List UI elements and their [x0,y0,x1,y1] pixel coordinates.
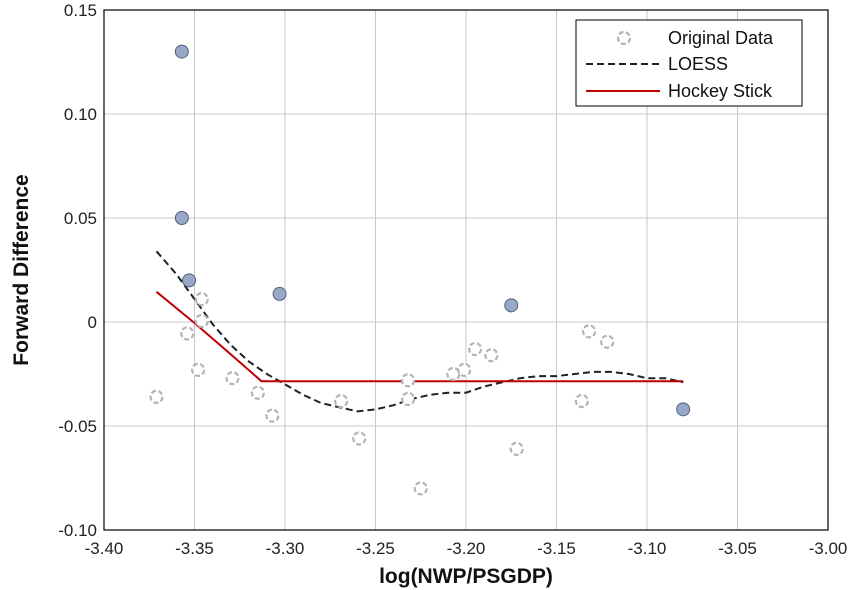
data-point-open [581,324,597,339]
data-point-filled [182,273,197,288]
y-tick-label: 0 [88,313,97,332]
data-point-open [194,313,209,329]
data-point-open [574,393,589,409]
data-point-open [334,393,349,409]
data-point-open [467,341,483,357]
data-point-filled [504,298,519,313]
data-point-open [265,408,280,423]
data-point-open [400,391,416,407]
data-points [149,44,691,496]
x-tick-label: -3.05 [718,539,757,558]
x-tick-label: -3.30 [266,539,305,558]
data-point-open [457,362,472,377]
plot-frame [103,9,829,531]
data-point-filled [174,44,189,59]
data-point-open [250,385,265,400]
loess-path [155,250,684,413]
legend-label-hockey-stick: Hockey Stick [668,81,773,101]
x-tick-label: -3.10 [628,539,667,558]
x-tick-label: -3.35 [175,539,214,558]
data-point-filled [272,286,287,301]
y-tick-label: 0.10 [64,105,97,124]
x-tick-label: -3.40 [85,539,124,558]
data-point-open [600,334,615,349]
loess-line [155,250,684,413]
y-tick-labels: -0.10 -0.05 0 0.05 0.10 0.15 [58,1,97,540]
data-point-open [400,373,416,388]
legend-marker-original-data [616,30,632,46]
legend-label-original-data: Original Data [668,28,774,48]
y-tick-label: 0.15 [64,1,97,20]
data-point-filled [676,402,691,417]
data-point-open [509,441,524,456]
x-tick-labels: -3.40 -3.35 -3.30 -3.25 -3.20 -3.15 -3.10 -3.05… [85,539,848,558]
data-point-open [180,326,195,341]
x-tick-label: -3.25 [356,539,395,558]
y-tick-label: -0.10 [58,521,97,540]
y-tick-label: 0.05 [64,209,97,228]
data-point-open [413,481,428,496]
x-tick-label: -3.00 [809,539,848,558]
y-tick-label: -0.05 [58,417,97,436]
data-point-open [446,366,461,382]
data-point-open [352,431,367,446]
legend: Original Data LOESS Hockey Stick [575,19,803,107]
data-point-open [225,371,240,386]
x-axis-label: log(NWP/PSGDP) [379,565,553,588]
data-point-open [191,362,206,377]
legend-label-loess: LOESS [668,54,728,74]
y-axis-label: Forward Difference [10,174,33,365]
data-point-filled [174,211,189,225]
x-tick-label: -3.20 [447,539,486,558]
data-point-open [149,389,164,404]
data-point-open [194,292,209,307]
x-tick-label: -3.15 [537,539,576,558]
data-point-open [484,348,499,363]
